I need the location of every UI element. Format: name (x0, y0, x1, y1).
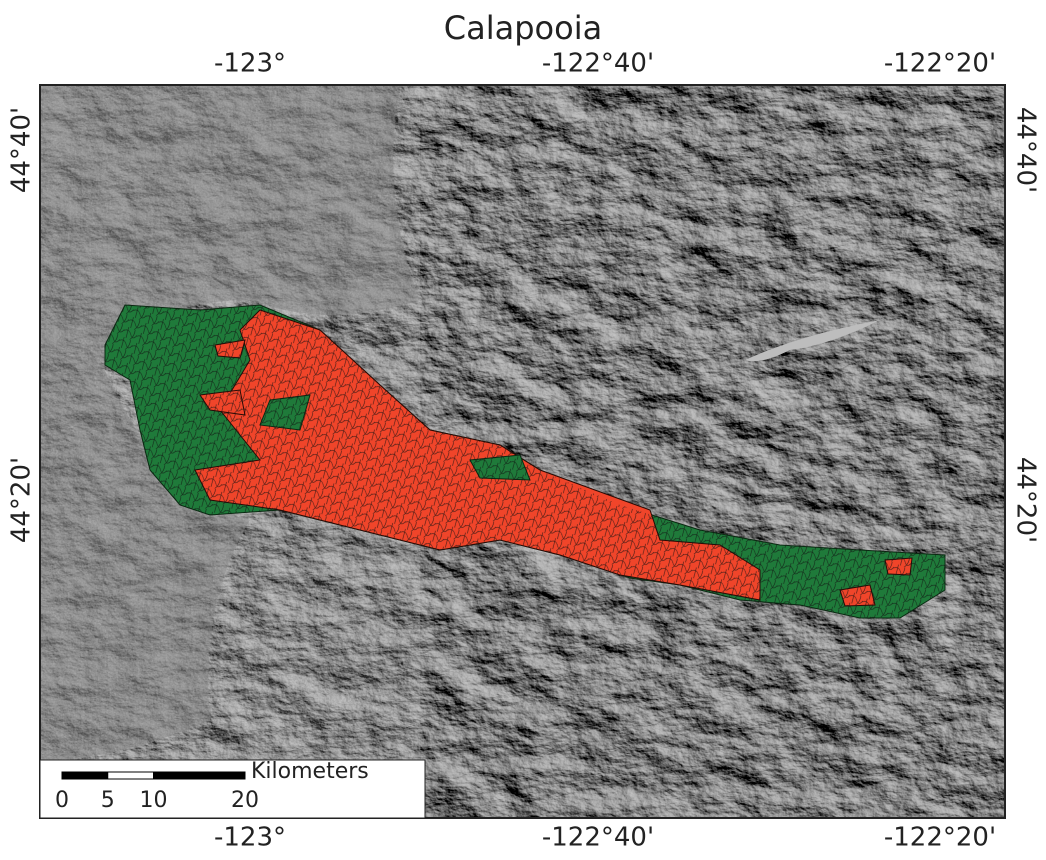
scale-label: 5 (101, 788, 115, 813)
scale-label: 0 (55, 788, 69, 813)
top-label: -123° (214, 49, 286, 79)
right-label: 44°40' (1011, 107, 1041, 193)
left-label: 44°40' (7, 107, 37, 193)
scale-segment (154, 772, 246, 779)
scale-label: 10 (140, 788, 168, 813)
bottom-label: -123° (214, 823, 286, 853)
top-label: -122°40' (542, 49, 654, 79)
bottom-label: -122°20' (884, 823, 996, 853)
map-title: Calapooia (444, 9, 602, 47)
scale-segment (62, 772, 108, 779)
scale-label: 20 (231, 788, 259, 813)
left-label: 44°20' (7, 457, 37, 543)
scale-bar: 0 5 10 20 Kilometers (40, 759, 425, 818)
top-label: -122°20' (884, 49, 996, 79)
bottom-label: -122°40' (542, 823, 654, 853)
map: Calapooia -123° -122°40' -122°20' -123° -122… (0, 0, 1046, 856)
right-label: 44°20' (1011, 457, 1041, 543)
scale-segment (108, 772, 154, 779)
scale-unit: Kilometers (251, 759, 369, 784)
